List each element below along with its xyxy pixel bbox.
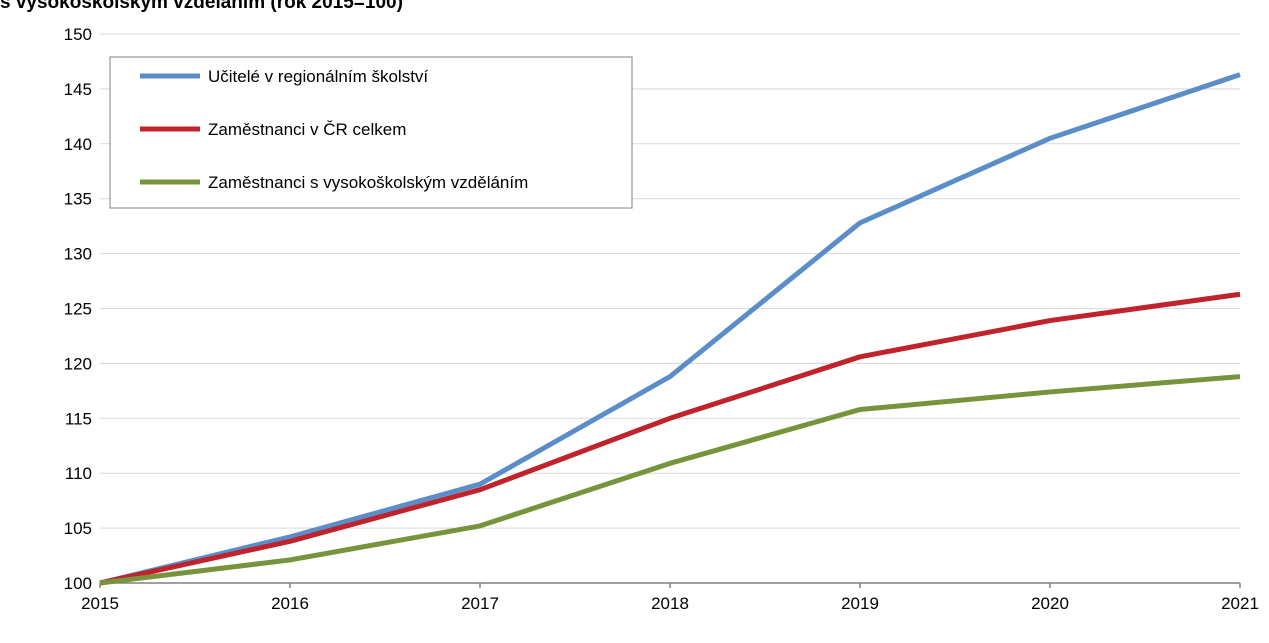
y-tick-label: 115	[65, 409, 92, 428]
x-tick-label: 2016	[271, 594, 309, 613]
legend-label: Zaměstnanci s vysokoškolským vzděláním	[208, 173, 528, 192]
series-line	[99, 291, 1241, 586]
y-tick-label: 120	[64, 354, 92, 373]
y-tick-label: 140	[64, 135, 92, 154]
series-line	[99, 72, 1241, 586]
y-tick-label: 150	[64, 25, 92, 44]
y-tick-label: 110	[65, 464, 92, 483]
y-tick-label: 130	[64, 245, 92, 264]
y-tick-label: 145	[64, 80, 92, 99]
y-tick-label: 105	[64, 519, 92, 538]
y-tick-label: 100	[64, 574, 92, 593]
x-tick-label: 2017	[461, 594, 499, 613]
series-line	[99, 374, 1241, 586]
x-tick-label: 2021	[1221, 594, 1259, 613]
legend-label: Učitelé v regionálním školství	[208, 67, 428, 86]
chart-title: s vysokoškolským vzděláním (rok 2015=100…	[0, 0, 403, 13]
x-tick-label: 2019	[841, 594, 879, 613]
x-tick-label: 2018	[651, 594, 689, 613]
x-tick-label: 2020	[1031, 594, 1069, 613]
legend-label: Zaměstnanci v ČR celkem	[208, 120, 406, 139]
y-tick-label: 125	[64, 300, 92, 319]
y-tick-label: 135	[64, 190, 92, 209]
x-tick-label: 2015	[81, 594, 119, 613]
